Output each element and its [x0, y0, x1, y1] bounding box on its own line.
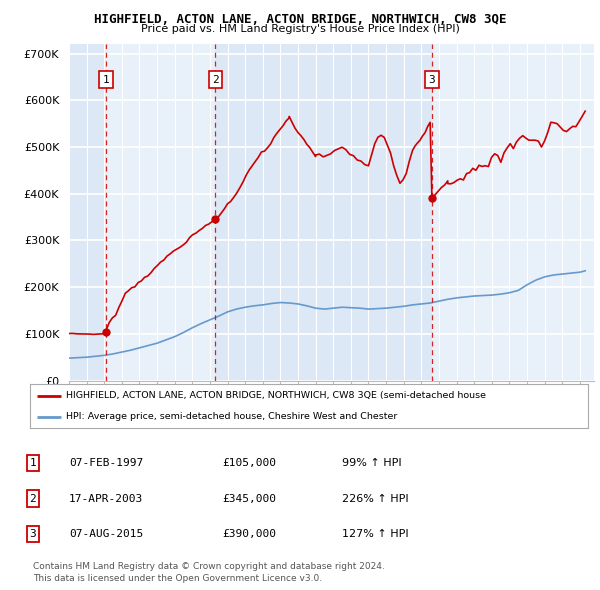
Text: 17-APR-2003: 17-APR-2003 — [69, 494, 143, 503]
Text: 99% ↑ HPI: 99% ↑ HPI — [342, 458, 401, 468]
Text: 07-AUG-2015: 07-AUG-2015 — [69, 529, 143, 539]
Text: This data is licensed under the Open Government Licence v3.0.: This data is licensed under the Open Gov… — [33, 574, 322, 583]
Text: 07-FEB-1997: 07-FEB-1997 — [69, 458, 143, 468]
Text: HIGHFIELD, ACTON LANE, ACTON BRIDGE, NORTHWICH, CW8 3QE (semi-detached house: HIGHFIELD, ACTON LANE, ACTON BRIDGE, NOR… — [66, 391, 486, 401]
Text: 127% ↑ HPI: 127% ↑ HPI — [342, 529, 409, 539]
Bar — [215, 44, 432, 381]
Text: 2: 2 — [212, 74, 218, 84]
Text: Price paid vs. HM Land Registry's House Price Index (HPI): Price paid vs. HM Land Registry's House … — [140, 24, 460, 34]
Bar — [432, 44, 594, 381]
Text: 3: 3 — [29, 529, 37, 539]
Text: HIGHFIELD, ACTON LANE, ACTON BRIDGE, NORTHWICH, CW8 3QE: HIGHFIELD, ACTON LANE, ACTON BRIDGE, NOR… — [94, 13, 506, 26]
Text: 2: 2 — [29, 494, 37, 503]
Text: £105,000: £105,000 — [222, 458, 276, 468]
Text: Contains HM Land Registry data © Crown copyright and database right 2024.: Contains HM Land Registry data © Crown c… — [33, 562, 385, 571]
Bar — [106, 44, 215, 381]
Text: £345,000: £345,000 — [222, 494, 276, 503]
Text: 226% ↑ HPI: 226% ↑ HPI — [342, 494, 409, 503]
Text: 1: 1 — [29, 458, 37, 468]
Text: 1: 1 — [103, 74, 109, 84]
Text: £390,000: £390,000 — [222, 529, 276, 539]
Text: HPI: Average price, semi-detached house, Cheshire West and Chester: HPI: Average price, semi-detached house,… — [66, 412, 398, 421]
Bar — [69, 44, 106, 381]
Text: 3: 3 — [428, 74, 435, 84]
